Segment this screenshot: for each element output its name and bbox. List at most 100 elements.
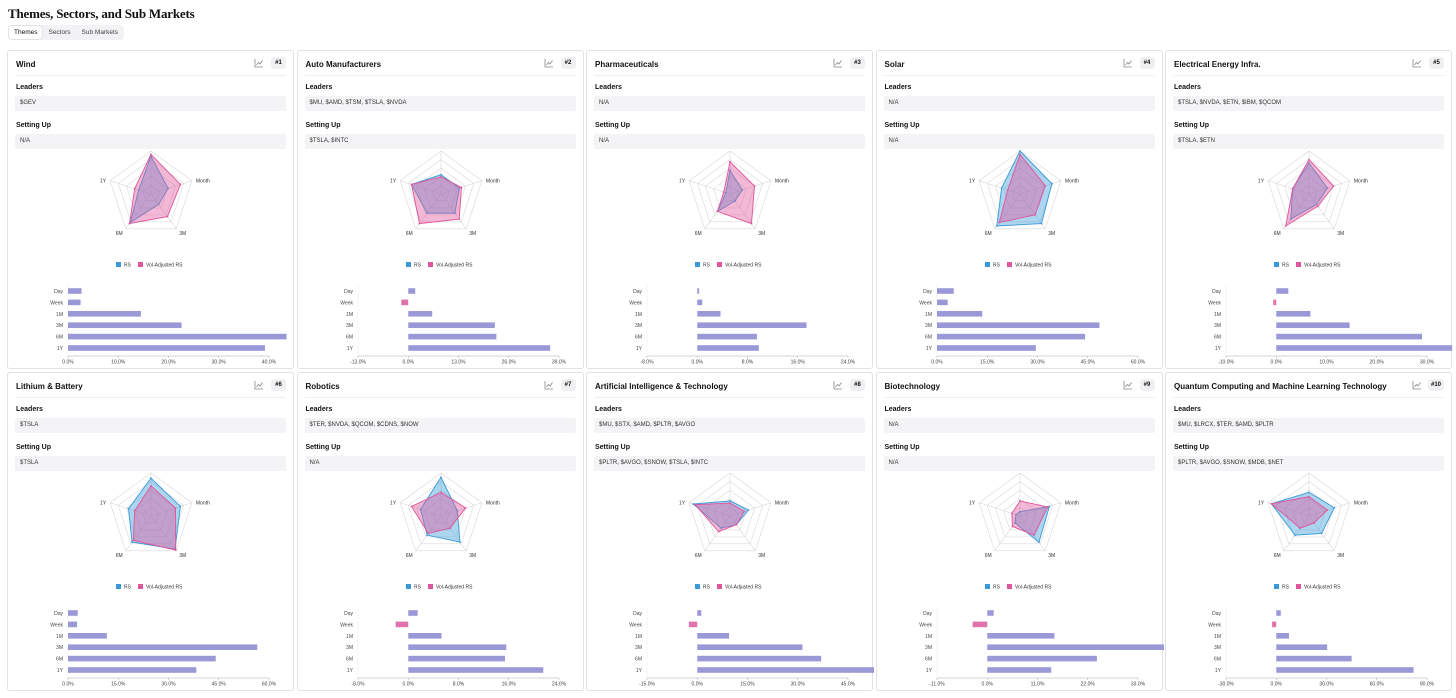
radar-spoke — [1283, 515, 1310, 551]
radar-grid-ring — [986, 481, 1053, 545]
legend-vol-label: Vol-Adjusted RS — [436, 585, 473, 591]
bar-3m — [1276, 644, 1328, 650]
setting-up-label: Setting Up — [884, 444, 920, 451]
bar-category-label: 1Y — [1215, 668, 1222, 674]
bar-tick-label: 16.0% — [791, 360, 806, 366]
vol-adjusted-rs-series — [694, 502, 745, 533]
radar-grid-ring — [688, 472, 772, 552]
bar-1y — [1276, 345, 1453, 351]
chart-icon[interactable] — [1123, 380, 1133, 390]
rs-series-point — [1000, 187, 1002, 189]
bar-category-label: 3M — [56, 645, 63, 651]
bar-tick-label: -11.0% — [929, 682, 945, 688]
bar-tick-label: 10.0% — [1319, 360, 1334, 366]
bar-6m — [936, 333, 1085, 340]
radar-axis-label: 6M — [116, 553, 123, 559]
tab-sectors[interactable]: Sectors — [48, 29, 71, 36]
chart-icon[interactable] — [254, 380, 264, 390]
setting-up-value: N/A — [15, 134, 286, 149]
radar-grid-ring — [705, 167, 755, 216]
radar-axis-label: 3M — [1048, 231, 1055, 237]
bar-6m — [68, 655, 216, 662]
radar-spoke — [978, 180, 1020, 195]
radar-grid-ring — [407, 481, 474, 545]
bar-day — [986, 610, 994, 616]
setting-up-label: Setting Up — [884, 122, 920, 129]
legend-vol-label: Vol-Adjusted RS — [1015, 263, 1052, 269]
tab-sub-markets[interactable]: Sub Markets — [81, 29, 119, 36]
radar-grid-ring — [713, 176, 747, 209]
radar-chart: Week Month 3M 6M 1Y — [1258, 469, 1368, 559]
bar-category-label: 6M — [346, 335, 353, 341]
radar-spoke — [150, 515, 177, 551]
bar-tick-label: -10.0% — [1218, 360, 1234, 366]
rank-badge: #1 — [271, 57, 286, 69]
vol-adjusted-rs-series — [132, 485, 177, 551]
card-title: Biotechnology — [884, 382, 941, 391]
bar-1m — [68, 311, 141, 317]
chart-legend: RS Vol-Adjusted RS — [1274, 584, 1341, 591]
radar-grid-ring — [1292, 498, 1326, 531]
vol-adjusted-rs-series-point — [750, 222, 753, 225]
bar-category-label: Day — [1212, 611, 1221, 617]
leaders-value: $MU, $AMD, $TSM, $TSLA, $NVDA — [304, 96, 576, 111]
bar-6m — [407, 333, 496, 340]
bar-6m — [697, 655, 822, 662]
vol-adjusted-rs-series-point — [133, 187, 136, 190]
bar-tick-label: 30.0% — [791, 682, 806, 688]
setting-up-label: Setting Up — [1174, 444, 1209, 451]
bar-category-label: 6M — [1214, 335, 1221, 341]
radar-axis-label: 6M — [1274, 553, 1281, 559]
vol-adjusted-rs-series-point — [1033, 213, 1036, 216]
rs-series-point — [458, 541, 461, 543]
radar-axis-label: 3M — [1048, 553, 1055, 559]
chart-icon[interactable] — [254, 58, 264, 68]
legend-vol-label: Vol-Adjusted RS — [146, 585, 183, 591]
bar-1m — [697, 633, 730, 639]
bar-tick-label: 20.0% — [1370, 360, 1385, 366]
rs-series-point — [729, 500, 731, 502]
legend-vol-label: Vol-Adjusted RS — [725, 585, 762, 591]
chart-icon[interactable] — [1412, 380, 1422, 390]
bar-tick-label: -8.0% — [351, 682, 365, 688]
chart-icon[interactable] — [1412, 58, 1422, 68]
tab-themes[interactable]: Themes — [9, 26, 43, 39]
setting-up-label: Setting Up — [1174, 122, 1209, 129]
bar-category-label: 6M — [56, 657, 63, 663]
radar-grid-ring — [407, 159, 474, 223]
rank-badge: #3 — [850, 57, 865, 69]
bar-chart: 0.0% 10.0% 20.0% 30.0% 40.0% Day Week 1M 3M 6M 1Y — [50, 285, 287, 366]
radar-spoke — [150, 502, 192, 517]
radar-axis-label: 1Y — [100, 179, 107, 185]
radar-grid-ring — [696, 159, 764, 223]
legend-vol-swatch — [138, 262, 143, 267]
card-header: Lithium & Battery #6 — [15, 373, 286, 398]
bar-week — [697, 299, 703, 306]
chart-icon[interactable] — [544, 380, 554, 390]
radar-chart: Week Month 3M 6M 1Y — [389, 469, 499, 559]
bar-category-label: 1Y — [925, 346, 932, 352]
chart-icon[interactable] — [833, 380, 843, 390]
vol-adjusted-rs-series-point — [1011, 525, 1013, 528]
bar-tick-label: 33.0% — [1130, 682, 1145, 688]
card-header: Robotics #7 — [304, 373, 576, 398]
bar-tick-label: 30.0% — [1319, 682, 1334, 688]
bar-1m — [1276, 311, 1311, 317]
rs-series — [692, 500, 750, 529]
legend-rs-label: RS — [703, 585, 711, 591]
chart-icon[interactable] — [833, 58, 843, 68]
bar-category-label: Day — [1212, 289, 1221, 295]
leaders-label: Leaders — [884, 84, 912, 91]
legend-rs-swatch — [405, 584, 411, 589]
page-title: Themes, Sectors, and Sub Markets — [8, 6, 195, 21]
bar-day — [407, 610, 418, 616]
vol-adjusted-rs-series-point — [1313, 522, 1315, 524]
radar-chart: Week Month 3M 6M 1Y — [100, 469, 210, 559]
chart-icon[interactable] — [544, 58, 554, 68]
bar-1m — [936, 311, 982, 317]
setting-up-label: Setting Up — [595, 122, 630, 129]
radar-grid-ring — [399, 150, 482, 230]
chart-icon[interactable] — [1123, 58, 1133, 68]
radar-axis-label: Month — [1064, 501, 1078, 507]
